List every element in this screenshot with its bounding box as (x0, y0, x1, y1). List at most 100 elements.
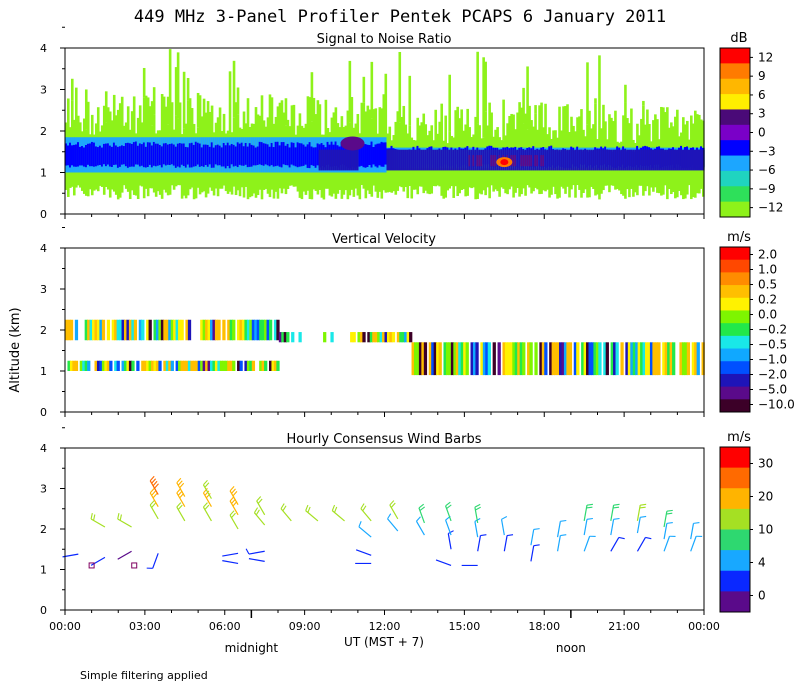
x-tick-labels: 00:00 03:00 06:00 09:00 12:00 15:00 18:00 21:00… (49, 610, 720, 655)
snr-cell (260, 142, 264, 166)
snr-cell (204, 144, 208, 166)
colorbar-unit: dB (730, 31, 747, 46)
snr-cell (266, 144, 270, 166)
velocity-cell (210, 319, 214, 341)
velocity-cell (141, 360, 145, 371)
colorbar-swatch (720, 335, 750, 350)
velocity-cell (249, 360, 253, 371)
colorbar-swatch (720, 170, 750, 187)
velocity-cell (200, 319, 204, 341)
snr-cell (230, 143, 234, 165)
snr-cell (304, 146, 308, 165)
wind-barb (222, 560, 239, 565)
snr-cell (122, 146, 126, 165)
snr-cell (348, 149, 352, 171)
snr-cell (224, 145, 228, 169)
snr-cell (518, 149, 521, 171)
velocity-cell (669, 342, 673, 376)
velocity-cell (558, 342, 563, 376)
y-tick-label: 3 (40, 283, 47, 296)
colorbar-swatch (720, 109, 750, 126)
wind-barb (530, 544, 540, 562)
snr-cell (284, 98, 288, 126)
velocity-cell (271, 360, 275, 371)
snr-cell (246, 146, 250, 168)
snr-cell (652, 149, 655, 171)
colorbar-swatch (720, 488, 750, 510)
velocity-cell (684, 342, 688, 376)
velocity-cell (286, 332, 290, 343)
snr-cell (184, 146, 188, 168)
wind-barb (415, 516, 425, 536)
wind-barb (556, 534, 567, 552)
colorbar-swatch (720, 297, 750, 311)
snr-cell (90, 141, 94, 167)
wind-barb (636, 515, 647, 534)
wind-barb (690, 535, 703, 552)
velocity-cell (210, 360, 214, 371)
snr-cell (636, 149, 639, 171)
snr-cell (112, 142, 116, 165)
velocity-cell (153, 360, 157, 371)
velocity-cell (207, 319, 211, 341)
snr-cell (536, 155, 539, 167)
snr-cell (132, 142, 136, 167)
velocity-cell (475, 342, 479, 376)
colorbar-swatch (720, 447, 750, 469)
snr-cell (516, 149, 519, 171)
velocity-cell (534, 342, 538, 376)
velocity-cell (251, 319, 256, 341)
snr-cell (560, 149, 563, 171)
velocity-cell (391, 332, 396, 343)
calm-marker (88, 562, 95, 569)
velocity-cell (283, 332, 287, 343)
snr-cell (70, 145, 74, 166)
velocity-cell (605, 342, 609, 376)
colorbar-swatch (720, 550, 750, 572)
wind-barb (245, 548, 265, 555)
snr-cell (65, 143, 68, 166)
wind-barb (610, 536, 625, 552)
snr-cell (66, 145, 70, 166)
colorbar-swatch (720, 373, 750, 388)
snr-cell (114, 145, 118, 165)
wind-barb (474, 503, 481, 524)
velocity-cell (136, 360, 140, 371)
snr-cell (682, 149, 685, 171)
snr-cell (698, 149, 701, 171)
panel-title: Signal to Noise Ratio (317, 32, 452, 47)
velocity-cell (544, 342, 548, 376)
snr-cell (270, 142, 274, 166)
velocity-cell (232, 319, 236, 341)
velocity-cell (202, 360, 206, 371)
snr-cell (152, 87, 156, 115)
velocity-cell (237, 319, 241, 341)
snr-cell (474, 149, 477, 171)
velocity-cell (694, 342, 698, 376)
velocity-cell (554, 342, 558, 376)
velocity-cell (586, 342, 590, 376)
panel-title: Vertical Velocity (332, 232, 436, 247)
velocity-cell (207, 360, 211, 371)
snr-cell (522, 155, 525, 167)
colorbar-swatch (720, 467, 750, 489)
velocity-cell (615, 342, 619, 376)
snr-cell (324, 149, 328, 171)
wind-barb (583, 517, 593, 536)
snr-cell (342, 149, 346, 171)
snr-cell (156, 143, 160, 166)
snr-cell (418, 149, 422, 171)
velocity-cell (123, 360, 128, 371)
wind-barb (503, 534, 514, 552)
snr-cell (552, 149, 555, 171)
velocity-cell (173, 319, 177, 341)
velocity-cell (576, 342, 580, 376)
velocity-cell (148, 319, 152, 341)
snr-cell (374, 144, 378, 167)
velocity-cell (588, 342, 592, 376)
velocity-cell (686, 342, 691, 376)
snr-cell (408, 149, 412, 171)
wind-barb (202, 488, 212, 508)
snr-cell (490, 155, 493, 167)
wind-barb (445, 501, 452, 522)
